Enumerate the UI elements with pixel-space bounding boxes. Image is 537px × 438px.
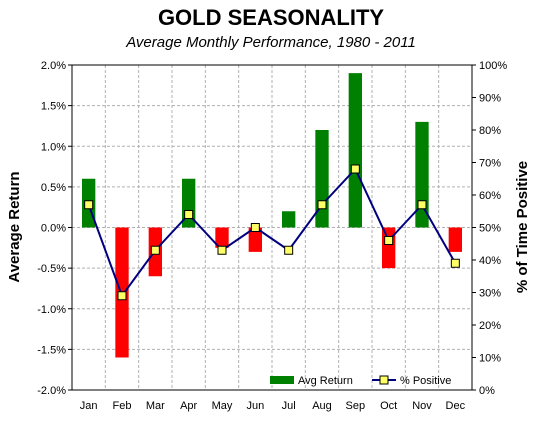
chart-title: GOLD SEASONALITY [158,5,384,30]
marker-feb [117,291,127,301]
x-tick-label: Feb [113,400,132,412]
marker-apr [184,210,194,219]
bar-jul [282,211,296,228]
y2-tick-label: 20% [479,320,501,332]
y-tick-label: -0.5% [37,263,66,275]
y2-tick-label: 10% [479,353,501,365]
x-tick-label: May [212,400,233,412]
y2-tick-label: 70% [479,158,501,170]
gridlines [72,65,472,390]
y-tick-label: 0.5% [41,182,66,194]
category-axis-ticks: Jan Feb Mar Apr May Jun Jul Aug Sep Oct Nov Dec [80,400,466,412]
legend-label-avg-return: Avg Return [298,375,353,387]
y2-tick-label: 30% [479,288,501,300]
legend-label-positive: % Positive [400,375,451,387]
legend-marker-positive [379,375,389,385]
y2-tick-label: 50% [479,223,501,235]
y-tick-label: 1.0% [41,141,66,153]
chart-subtitle: Average Monthly Performance, 1980 - 2011 [125,34,416,51]
y-tick-label: -1.5% [37,344,66,356]
bar-may [215,227,229,248]
y2-tick-label: 80% [479,125,501,137]
x-tick-label: Aug [312,400,332,412]
percent-positive-line [87,167,457,298]
bar-dec [448,227,462,252]
y-tick-label: 2.0% [41,60,66,72]
marker-may [217,245,227,255]
marker-nov [417,200,427,210]
bar-jun [248,227,262,252]
x-tick-label: Jan [80,400,98,412]
x-tick-label: Sep [346,400,366,412]
line-series [84,164,460,301]
y-tick-label: 0.0% [41,223,66,235]
x-tick-label: Jun [246,400,264,412]
marker-oct [384,236,394,245]
bar-sep [348,73,362,228]
legend-swatch-avg-return [270,376,294,384]
y-tick-label: 1.5% [41,101,66,113]
marker-sep [350,164,360,174]
marker-mar [150,245,160,255]
marker-jun [250,223,260,232]
marker-dec [450,258,460,268]
y2-tick-label: 60% [479,190,501,202]
x-tick-label: Jul [282,400,296,412]
right-axis-ticks: 100% 90% 80% 70% 60% 50% 40% 30% 20% 10% 0% [472,60,507,397]
x-tick-label: Nov [412,400,432,412]
y2-tick-label: 0% [479,385,495,397]
y-tick-label: -2.0% [37,385,66,397]
y2-tick-label: 40% [479,255,501,267]
y2-axis-label: % of Time Positive [514,161,531,293]
x-tick-label: Apr [180,400,197,412]
legend: Avg Return % Positive [270,375,451,387]
y-tick-label: -1.0% [37,304,66,316]
y2-tick-label: 90% [479,93,501,105]
x-tick-label: Oct [380,400,397,412]
x-tick-label: Mar [146,400,165,412]
x-tick-label: Dec [446,400,466,412]
y2-tick-label: 100% [479,60,507,72]
left-axis-ticks: 2.0% 1.5% 1.0% 0.5% 0.0% -0.5% -1.0% -1.5% -2.0% [37,60,72,397]
y-axis-label: Average Return [6,171,23,282]
marker-aug [317,200,327,210]
bar-oct [382,227,396,269]
bar-aug [315,130,329,228]
marker-jan [84,200,94,210]
marker-jul [284,245,294,255]
